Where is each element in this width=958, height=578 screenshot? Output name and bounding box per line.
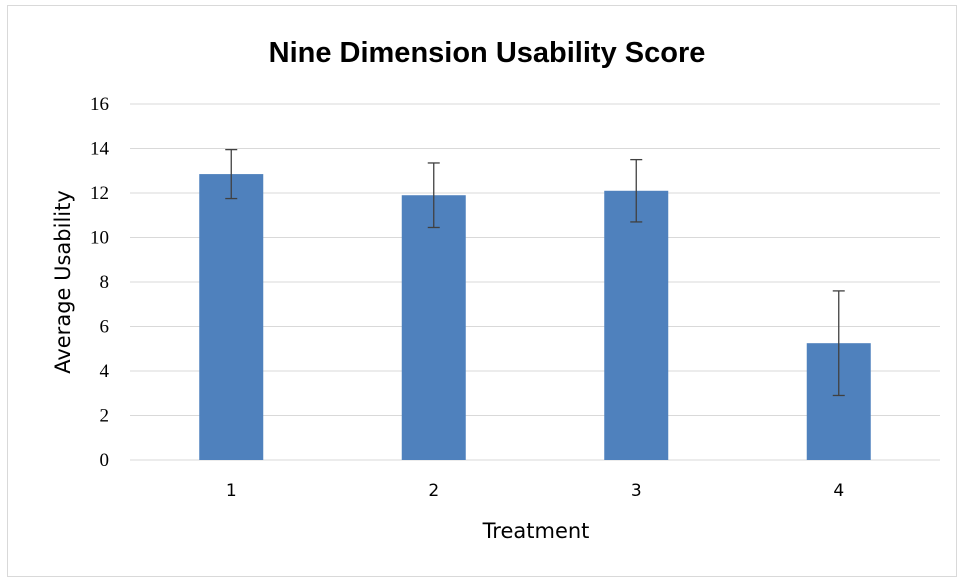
y-tick-label: 6 [100, 317, 110, 338]
chart-title: Nine Dimension Usability Score [269, 37, 706, 69]
bars [199, 174, 871, 460]
x-axis-label: Treatment [482, 519, 590, 543]
y-axis-label: Average Usability [51, 190, 75, 374]
x-tick-label: 3 [631, 481, 642, 501]
gridlines [130, 103, 940, 461]
bar-1 [199, 174, 264, 460]
y-tick-label: 12 [90, 183, 109, 204]
y-tick-label: 14 [90, 139, 110, 160]
y-tick-label: 0 [100, 450, 110, 471]
error-bar-3 [630, 158, 643, 223]
y-tick-label: 4 [100, 361, 110, 382]
x-tick-label: 4 [833, 481, 844, 501]
y-tick-label: 2 [100, 406, 110, 427]
x-tick-label: 2 [428, 481, 439, 501]
error-bar-4 [832, 290, 845, 397]
y-axis-ticks: 0 2 4 6 8 10 12 14 16 [90, 94, 110, 471]
x-tick-label: 1 [226, 481, 237, 501]
bar-2 [401, 195, 466, 460]
error-bar-1 [225, 148, 238, 200]
y-tick-label: 10 [90, 228, 109, 249]
y-tick-label: 16 [90, 94, 109, 115]
error-bar-2 [427, 162, 440, 229]
bar-3 [604, 190, 669, 460]
y-tick-label: 8 [100, 272, 110, 293]
error-bars [225, 148, 845, 397]
x-axis-ticks: 1 2 3 4 [226, 481, 844, 501]
chart-frame [7, 5, 957, 577]
